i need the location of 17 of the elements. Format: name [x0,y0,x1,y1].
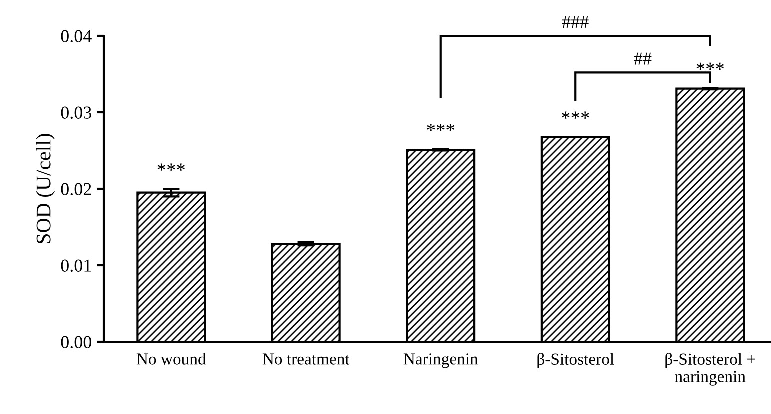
annotation: ## [634,52,652,65]
x-tick-label: β-Sitosterol + naringenin [666,353,756,386]
annotation: *** [696,62,724,70]
annotation: *** [158,164,186,171]
y-tick-label: 0.03 [61,106,92,120]
x-tick-label: No wound [136,353,206,365]
y-tick-label: 0.00 [61,336,92,349]
y-axis-title: SOD (U/cell) [36,134,56,244]
annotation: *** [427,124,455,132]
y-tick-label: 0.04 [61,30,92,43]
x-tick-label: No treatment [262,354,350,365]
y-tick-label: 0.02 [61,183,92,196]
x-tick-label: Naringenin [404,354,478,368]
annotation: *** [562,112,590,119]
x-tick-label: β-Sitosterol [538,353,614,368]
text: ### [562,16,589,28]
y-tick-label: 0.01 [61,260,92,272]
